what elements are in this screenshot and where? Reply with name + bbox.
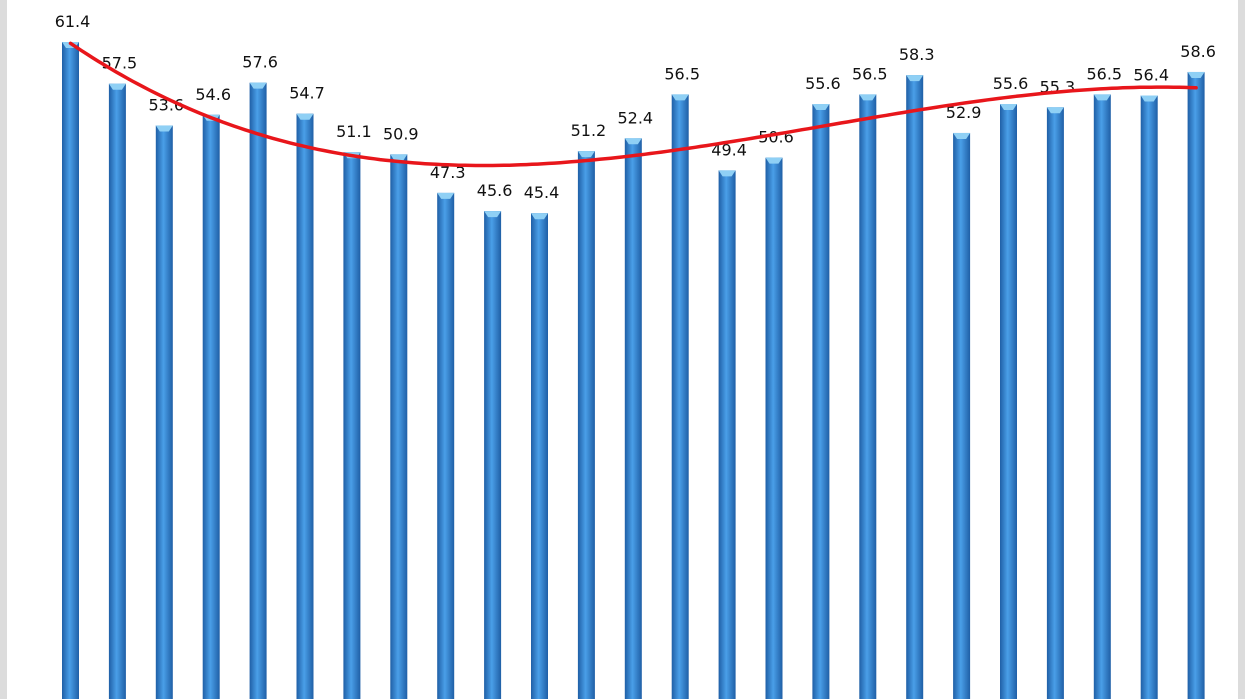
bar-top-bevel (484, 211, 502, 218)
bar (296, 113, 314, 699)
bar-top-bevel (953, 132, 971, 139)
bar (859, 94, 877, 699)
bar-top-bevel (1093, 94, 1111, 101)
bar (531, 213, 548, 699)
bar (1093, 94, 1111, 699)
data-label: 58.3 (899, 45, 935, 64)
data-label: 51.1 (336, 122, 372, 141)
data-label: 53.6 (148, 95, 184, 114)
bar-top-bevel (1187, 71, 1205, 78)
data-label: 57.5 (102, 54, 138, 73)
bar (62, 42, 79, 699)
data-label: 47.3 (430, 163, 466, 182)
data-label: 61.4 (55, 12, 91, 31)
bar (249, 82, 267, 699)
bar (437, 192, 455, 699)
trendline (68, 41, 1198, 168)
chart-area: 61.4 57.5 53.6 54.6 57.6 54.7 51.1 50.9 47.3 45.6… (7, 0, 1238, 699)
bar-top-bevel (531, 213, 548, 220)
bar-top-bevel (1000, 104, 1017, 111)
data-label: 50.9 (383, 124, 419, 143)
bar-top-bevel (437, 192, 455, 199)
data-label: 57.6 (242, 53, 278, 72)
bar (1000, 104, 1017, 699)
data-label: 58.6 (1180, 42, 1216, 61)
bar-top-bevel (296, 113, 314, 120)
bar-top-bevel (624, 138, 642, 145)
bar-top-bevel (671, 94, 689, 101)
data-label: 56.5 (664, 64, 700, 83)
bar-top-bevel (718, 170, 736, 177)
bar-top-bevel (577, 151, 595, 158)
data-label: 55.6 (993, 74, 1029, 93)
bar-top-bevel (1140, 95, 1158, 102)
bar (343, 152, 361, 699)
data-label: 56.5 (852, 64, 888, 83)
bar-top-bevel (1046, 107, 1064, 114)
bar (577, 151, 595, 699)
bar-chart: 61.4 57.5 53.6 54.6 57.6 54.7 51.1 50.9 47.3 45.6… (55, 12, 1216, 699)
bar (1046, 107, 1064, 699)
data-labels-group: 61.4 57.5 53.6 54.6 57.6 54.7 51.1 50.9 47.3 45.6… (55, 12, 1216, 202)
bar (202, 114, 220, 699)
data-label: 45.4 (524, 183, 560, 202)
bar (718, 170, 736, 699)
bar (953, 132, 971, 699)
bar-top-bevel (859, 94, 877, 101)
bar (906, 75, 924, 699)
bar-top-bevel (155, 125, 173, 132)
data-label: 52.4 (617, 108, 653, 127)
bar (1187, 71, 1205, 699)
bar-top-bevel (108, 83, 126, 90)
data-label: 52.9 (946, 103, 982, 122)
data-label: 54.7 (289, 84, 325, 103)
data-label: 55.6 (805, 74, 841, 93)
bar (671, 94, 689, 699)
bar-top-bevel (765, 157, 783, 164)
bar-top-bevel (390, 154, 408, 161)
data-label: 45.6 (477, 181, 513, 200)
bar (812, 104, 830, 699)
bars-group (62, 42, 1205, 699)
bar (108, 83, 126, 699)
bar (624, 138, 642, 699)
bar-top-bevel (812, 104, 830, 111)
data-label: 54.6 (195, 85, 231, 104)
bar-top-bevel (249, 82, 267, 89)
data-label: 51.2 (571, 121, 607, 140)
bar (1140, 95, 1158, 699)
bar (155, 125, 173, 699)
data-label: 56.5 (1086, 64, 1122, 83)
bar (765, 157, 783, 699)
bar (390, 154, 408, 699)
bar-top-bevel (906, 75, 924, 82)
bar (484, 211, 502, 699)
data-label: 56.4 (1133, 66, 1169, 85)
